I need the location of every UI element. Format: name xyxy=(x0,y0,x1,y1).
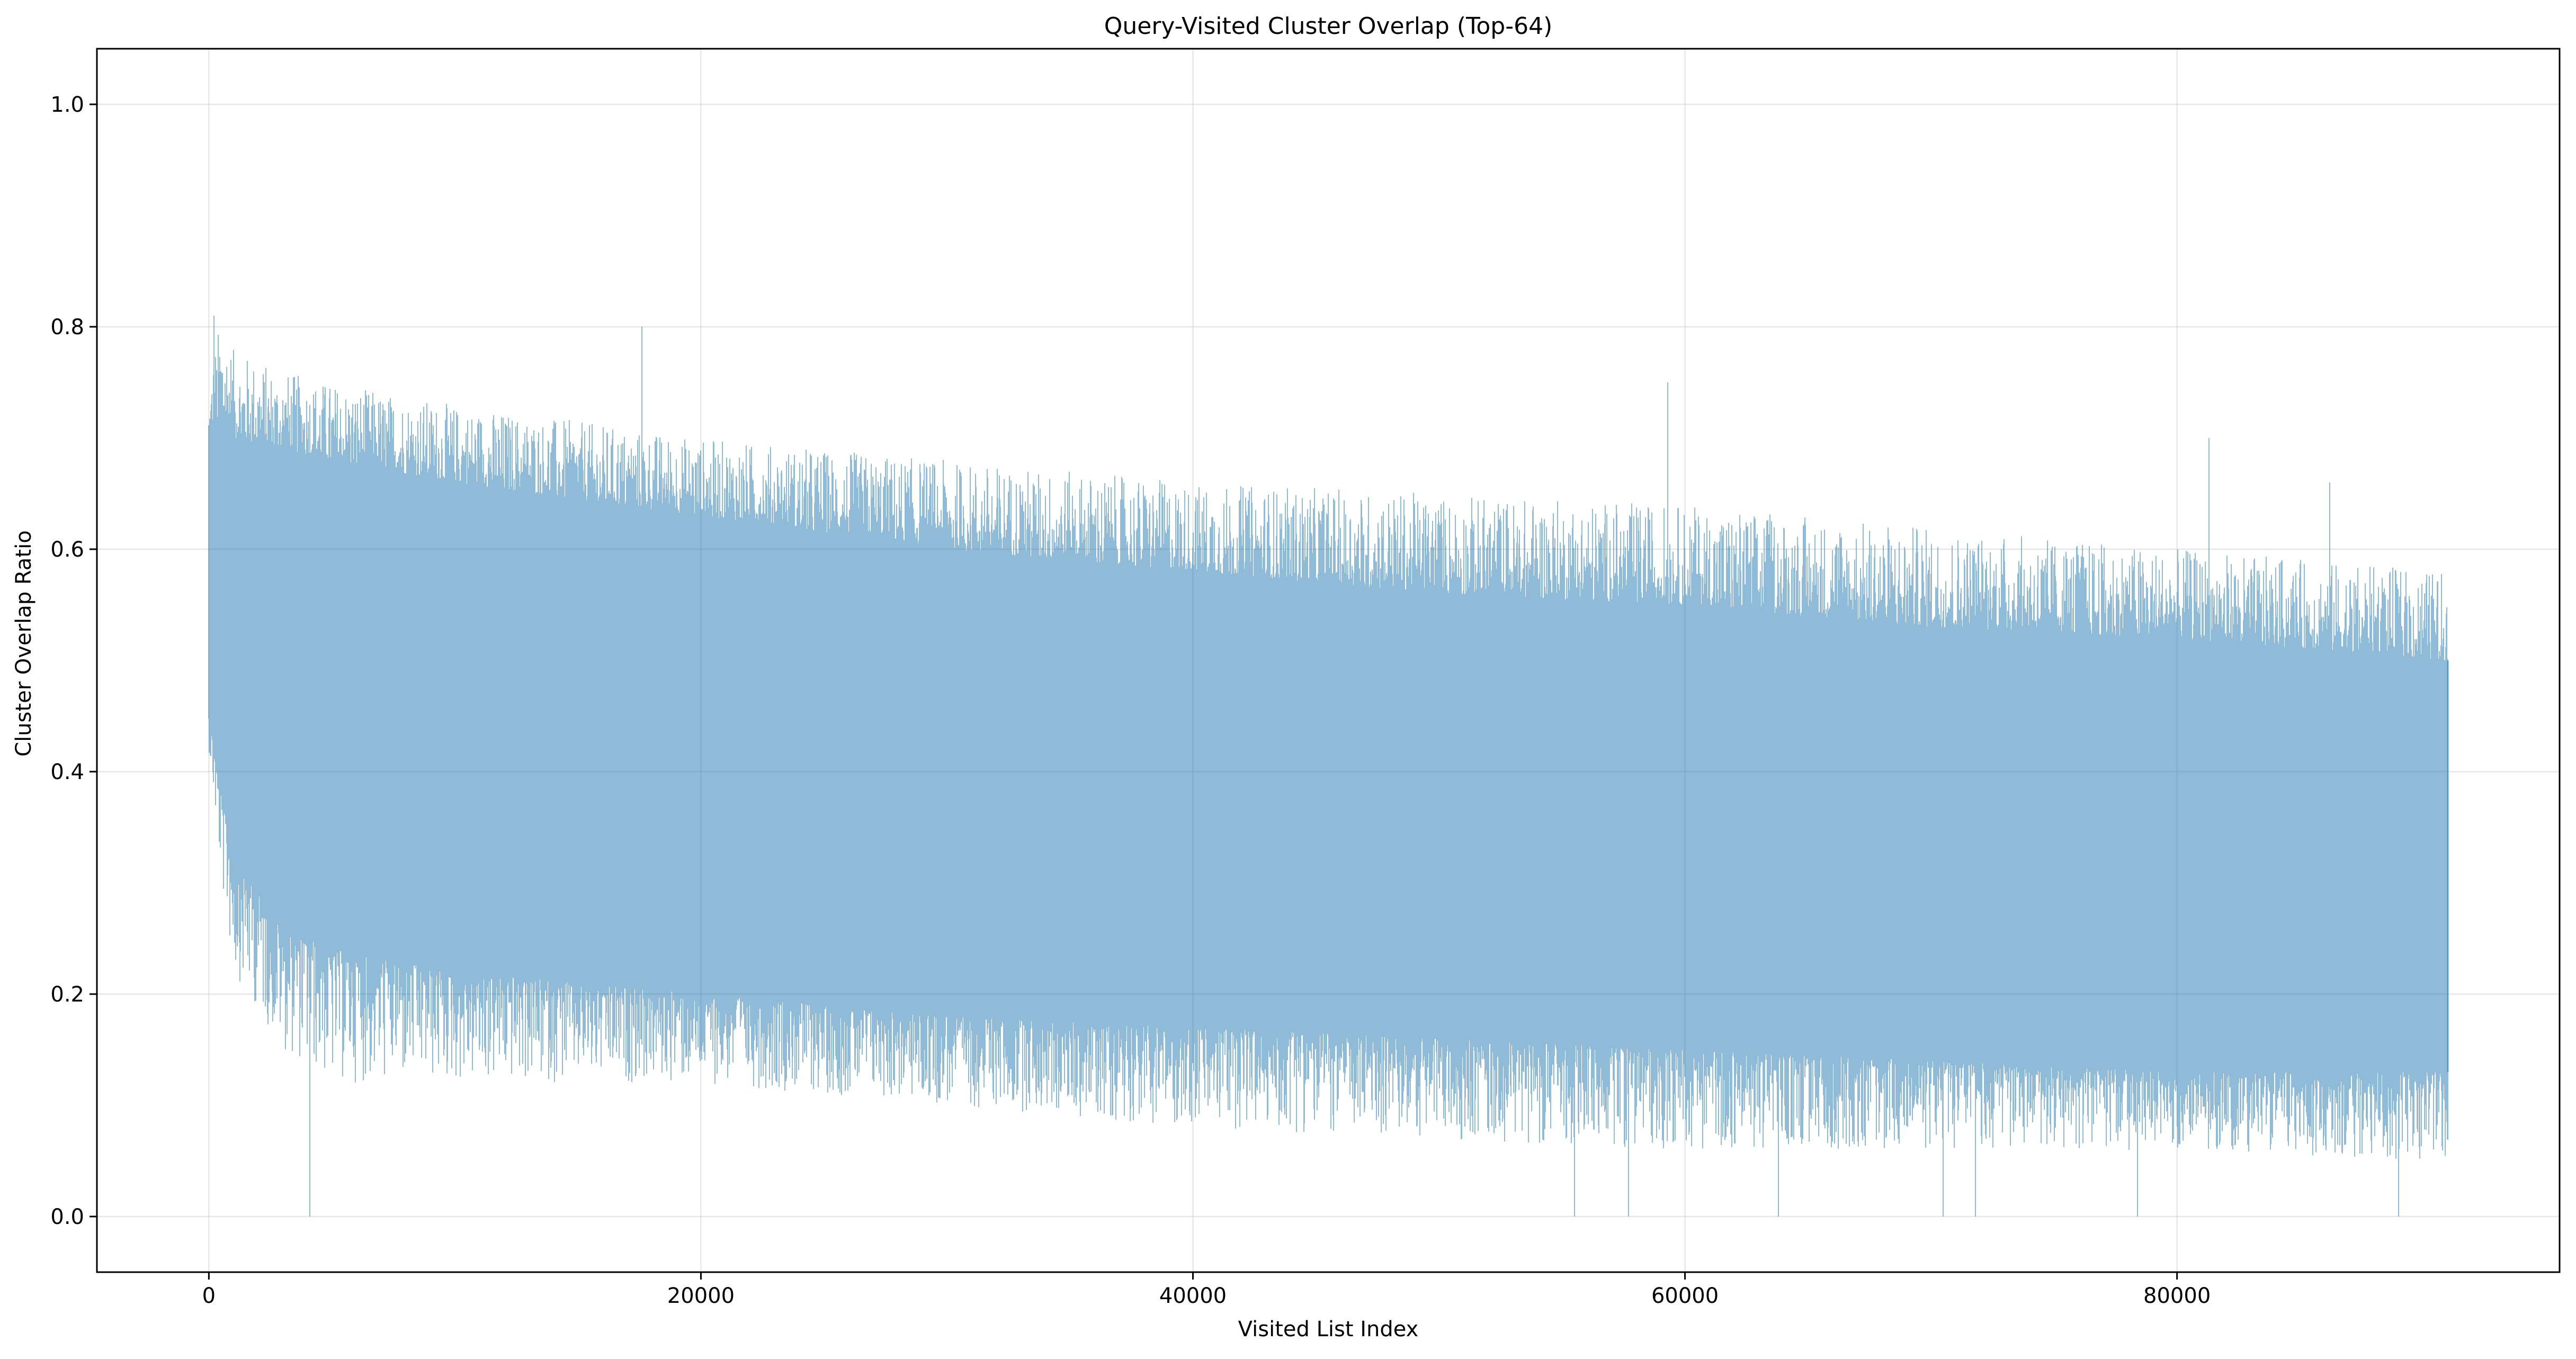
y-tick-label: 0.2 xyxy=(50,982,84,1007)
y-tick-label: 0.6 xyxy=(50,538,84,562)
data-series xyxy=(208,316,2449,1217)
x-tick-label: 0 xyxy=(202,1284,216,1308)
x-tick-label: 20000 xyxy=(667,1284,735,1308)
y-tick-label: 0.4 xyxy=(50,760,84,784)
y-tick-label: 0.8 xyxy=(50,315,84,339)
x-tick-label: 40000 xyxy=(1159,1284,1227,1308)
axes xyxy=(96,48,2561,1273)
x-axis-ticks: 0 20000 40000 60000 80000 xyxy=(202,1272,2211,1308)
y-tick-label: 0.0 xyxy=(50,1205,84,1229)
y-axis-label: Cluster Overlap Ratio xyxy=(12,530,36,756)
chart-title: Query-Visited Cluster Overlap (Top-64) xyxy=(1104,13,1553,40)
y-axis-ticks: 0.0 0.2 0.4 0.6 0.8 1.0 xyxy=(50,93,97,1229)
x-axis-label: Visited List Index xyxy=(1238,1317,1419,1342)
x-tick-label: 60000 xyxy=(1651,1284,1719,1308)
x-tick-label: 80000 xyxy=(2143,1284,2211,1308)
y-tick-label: 1.0 xyxy=(50,93,84,117)
plot-frame xyxy=(96,48,2561,1273)
series-line xyxy=(208,316,2448,1217)
